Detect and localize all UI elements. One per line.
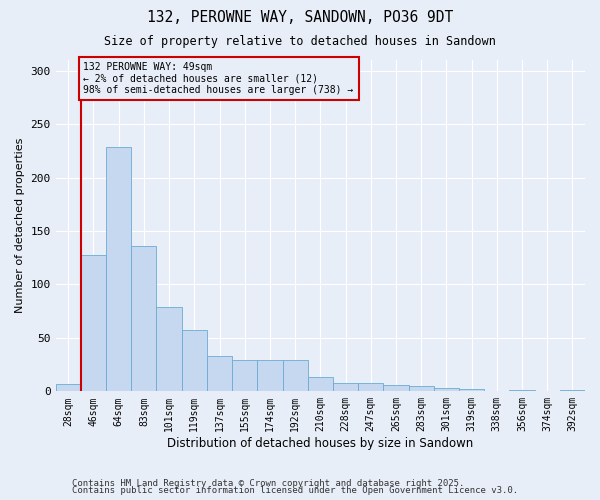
- Bar: [358, 383, 383, 392]
- Bar: [207, 356, 232, 392]
- Bar: [182, 330, 207, 392]
- Bar: [434, 388, 459, 392]
- Bar: [157, 307, 182, 392]
- Text: Size of property relative to detached houses in Sandown: Size of property relative to detached ho…: [104, 35, 496, 48]
- X-axis label: Distribution of detached houses by size in Sandown: Distribution of detached houses by size …: [167, 437, 473, 450]
- Bar: [509, 390, 535, 392]
- Bar: [308, 378, 333, 392]
- Y-axis label: Number of detached properties: Number of detached properties: [15, 138, 25, 314]
- Bar: [131, 246, 157, 392]
- Bar: [56, 384, 81, 392]
- Bar: [560, 390, 585, 392]
- Text: Contains HM Land Registry data © Crown copyright and database right 2025.: Contains HM Land Registry data © Crown c…: [72, 478, 464, 488]
- Bar: [409, 386, 434, 392]
- Bar: [81, 254, 106, 392]
- Text: 132, PEROWNE WAY, SANDOWN, PO36 9DT: 132, PEROWNE WAY, SANDOWN, PO36 9DT: [147, 10, 453, 25]
- Bar: [383, 385, 409, 392]
- Text: 132 PEROWNE WAY: 49sqm
← 2% of detached houses are smaller (12)
98% of semi-deta: 132 PEROWNE WAY: 49sqm ← 2% of detached …: [83, 62, 353, 95]
- Bar: [232, 360, 257, 392]
- Bar: [257, 360, 283, 392]
- Bar: [333, 383, 358, 392]
- Bar: [459, 389, 484, 392]
- Bar: [283, 360, 308, 392]
- Bar: [106, 146, 131, 392]
- Text: Contains public sector information licensed under the Open Government Licence v3: Contains public sector information licen…: [72, 486, 518, 495]
